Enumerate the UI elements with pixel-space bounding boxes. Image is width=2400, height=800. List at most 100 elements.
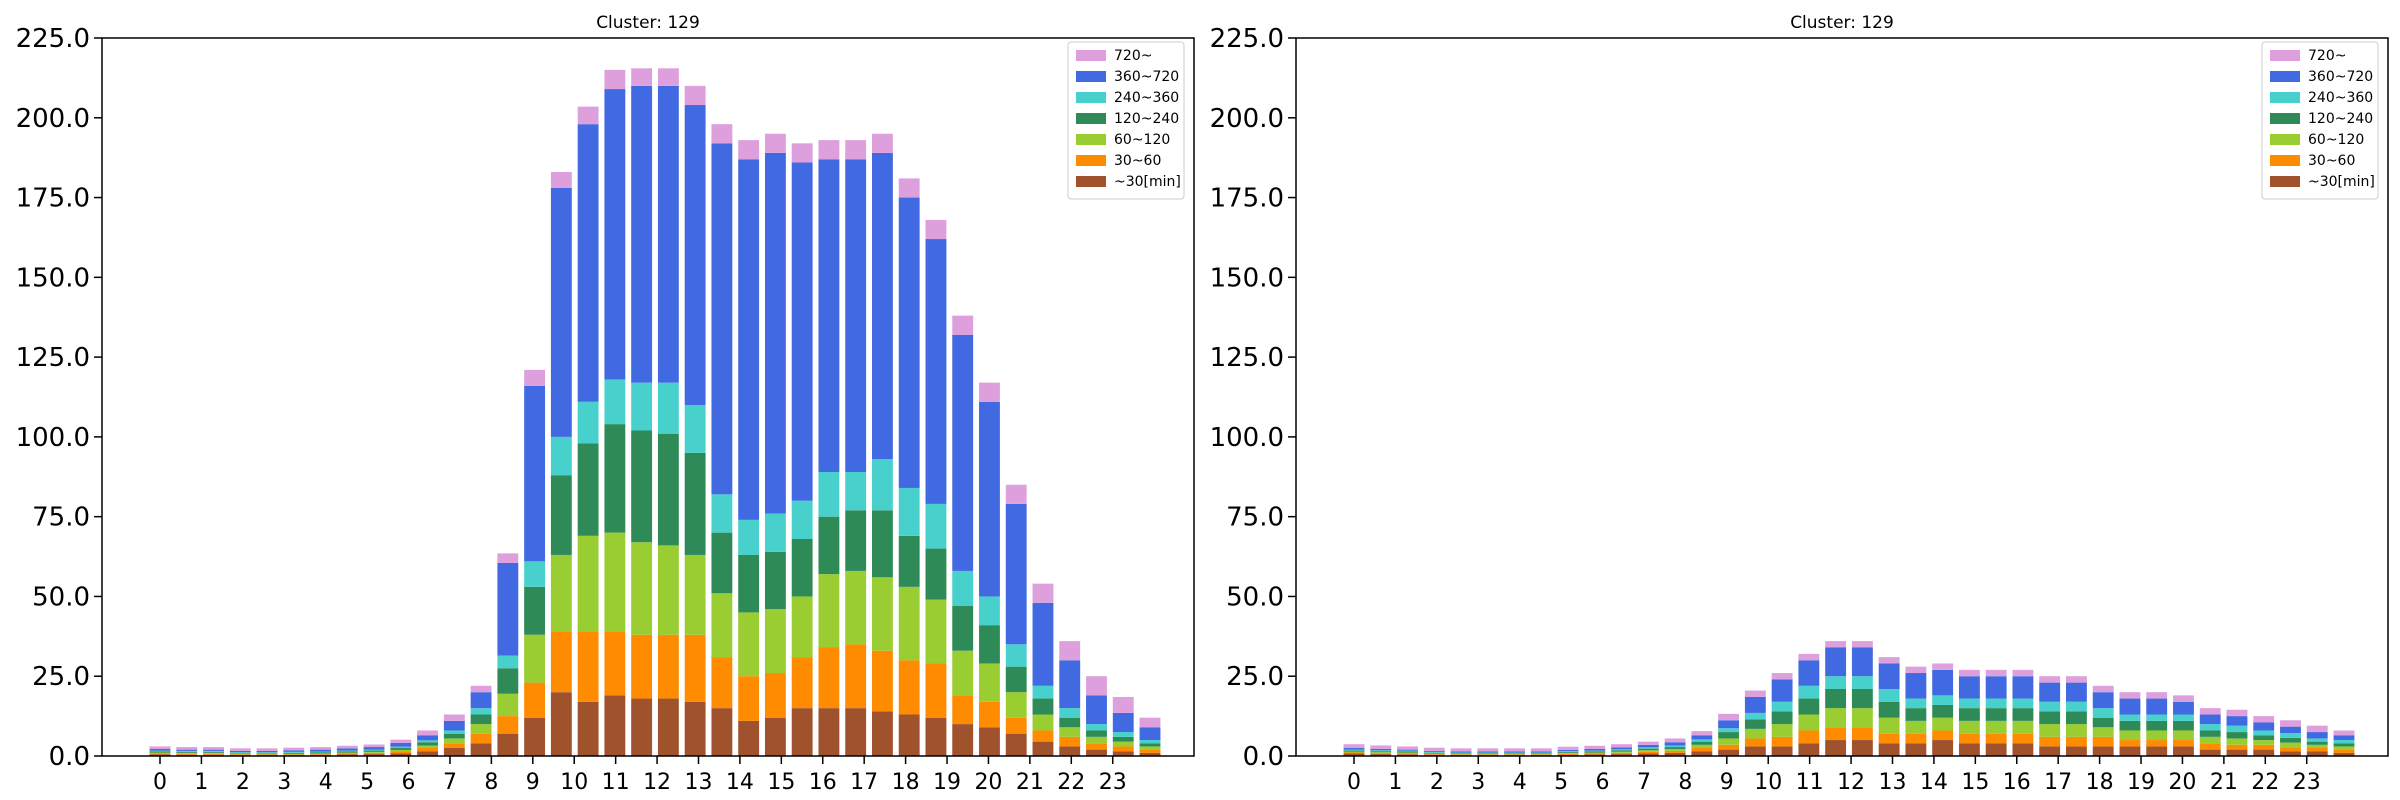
bar-segment: [1958, 698, 1980, 709]
x-tick-label: 14: [726, 770, 754, 795]
y-tick-label: 100.0: [1210, 423, 1284, 453]
bar-segment: [1771, 711, 1793, 725]
bar-segment: [1744, 738, 1766, 747]
bar-segment: [256, 752, 278, 754]
bar-segment: [845, 471, 867, 511]
bar-segment: [524, 717, 546, 756]
bar-segment: [229, 753, 251, 755]
bar-segment: [1370, 752, 1392, 754]
x-tick-label: 6: [1596, 770, 1610, 795]
bar-segment: [1370, 748, 1392, 751]
bar-segment: [898, 197, 920, 488]
y-tick-label: 150.0: [16, 263, 90, 293]
bar-segment: [764, 133, 786, 153]
bar-segment: [1343, 753, 1365, 756]
chart-title: Cluster: 129: [1790, 13, 1894, 33]
bar-segment: [657, 85, 679, 383]
bar-segment: [1905, 720, 1927, 734]
legend-label: 60~120: [2308, 132, 2364, 148]
x-tick-label: 8: [1678, 770, 1692, 795]
bar-segment: [2146, 692, 2168, 699]
bar-segment: [2092, 685, 2114, 693]
bar-segment: [952, 650, 974, 696]
x-tick-label: 7: [1637, 770, 1651, 795]
bar-segment: [1798, 660, 1820, 686]
bar-segment: [1005, 692, 1027, 718]
bar-segment: [1530, 754, 1552, 756]
bar-segment: [149, 750, 171, 752]
bar-segment: [1637, 747, 1659, 749]
bar-segment: [1557, 746, 1579, 750]
bar-segment: [952, 334, 974, 571]
bar-segment: [2092, 717, 2114, 728]
bar-segment: [1059, 708, 1081, 718]
bar-segment: [256, 748, 278, 751]
bar-segment: [631, 430, 653, 543]
bar-segment: [2226, 709, 2248, 717]
x-tick-label: 12: [643, 770, 671, 795]
bar-segment: [497, 668, 519, 694]
bar-segment: [2092, 746, 2114, 756]
bar-segment: [1637, 753, 1659, 756]
bar-segment: [1584, 751, 1606, 753]
bar-segment: [1985, 676, 2007, 699]
bar-segment: [657, 382, 679, 434]
x-tick-label: 18: [892, 770, 920, 795]
bar-segment: [2119, 714, 2141, 721]
x-tick-label: 9: [526, 770, 540, 795]
bar-segment: [791, 596, 813, 658]
bar-segment: [2173, 714, 2194, 721]
bar-segment: [684, 554, 706, 635]
bar-segment: [1691, 748, 1713, 752]
bar-segment: [256, 750, 278, 753]
plot-frame: [1295, 37, 2389, 757]
bar-segment: [1825, 688, 1847, 709]
y-tick-label: 200.0: [16, 104, 90, 134]
bar-segment: [1718, 720, 1740, 729]
bar-segment: [845, 708, 867, 756]
bar-segment: [2199, 743, 2221, 750]
bar-segment: [604, 532, 626, 632]
legend-swatch: [1076, 92, 1106, 103]
bar-segment: [310, 752, 331, 754]
bar-segment: [631, 382, 653, 431]
bar-segment: [1059, 641, 1081, 661]
bar-segment: [2065, 724, 2087, 737]
bar-segment: [2280, 737, 2301, 743]
bar-segment: [684, 404, 706, 453]
bar-segment: [203, 753, 224, 755]
bar-segment: [1005, 503, 1027, 645]
bar-segment: [577, 443, 599, 536]
bar-segment: [845, 159, 867, 472]
bar-segment: [1771, 701, 1793, 712]
bar-segment: [1397, 751, 1418, 753]
bar-segment: [1397, 754, 1418, 756]
bar-segment: [1504, 753, 1525, 755]
bar-segment: [2012, 733, 2034, 744]
x-tick-label: 16: [2003, 770, 2031, 795]
y-tick-label: 175.0: [16, 184, 90, 214]
bar-segment: [336, 745, 358, 749]
bar-segment: [417, 748, 439, 752]
bar-segment: [1798, 653, 1820, 661]
bar-segment: [1477, 753, 1499, 755]
bar-segment: [1718, 738, 1740, 745]
bar-segment: [979, 382, 1000, 402]
bar-segment: [283, 752, 305, 754]
bar-segment: [2065, 736, 2087, 747]
bar-segment: [1851, 708, 1873, 728]
bar-segment: [176, 751, 198, 753]
y-tick-label: 125.0: [1210, 343, 1284, 373]
bar-segment: [2039, 711, 2061, 725]
legend-swatch: [2270, 176, 2300, 187]
bar-segment: [1584, 745, 1606, 749]
x-tick-label: 20: [2168, 770, 2196, 795]
bar-segment: [1905, 673, 1927, 699]
x-tick-label: 9: [1720, 770, 1734, 795]
bar-segment: [1958, 720, 1980, 734]
y-tick-label: 125.0: [16, 343, 90, 373]
bar-segment: [791, 143, 813, 163]
bar-segment: [604, 69, 626, 90]
y-tick-label: 50.0: [1226, 582, 1284, 612]
